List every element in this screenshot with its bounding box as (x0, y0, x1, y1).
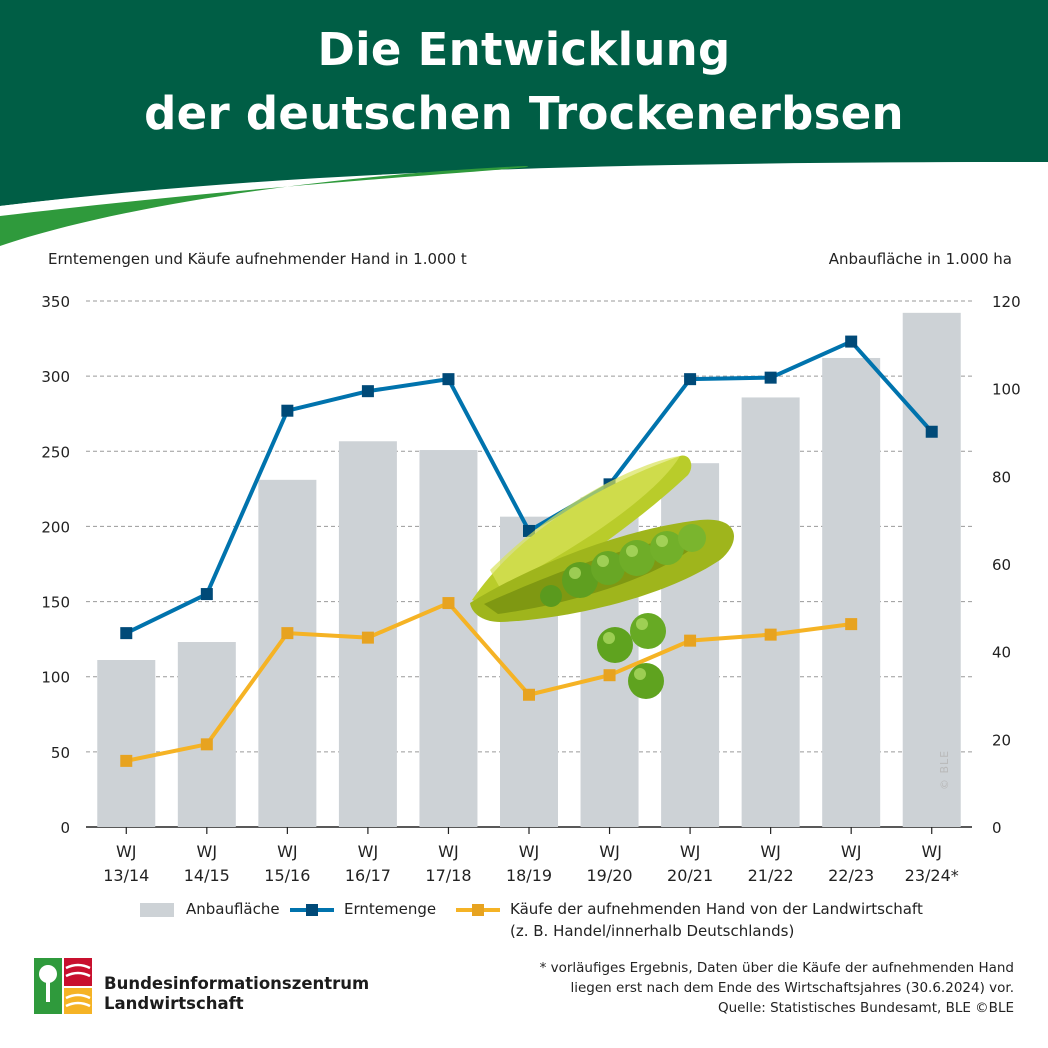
logo-text: Bundesinformationszentrum Landwirtschaft (104, 974, 369, 1014)
chart-canvas: 0 50 100 150 200 250 300 350 0 20 40 60 80 100 120 WJ 1… (41, 293, 1020, 885)
marker-kaeufe (603, 669, 616, 682)
bar-anbauflaeche (419, 450, 478, 827)
marker-erntemenge (120, 627, 133, 640)
marker-kaeufe (684, 634, 697, 647)
marker-erntemenge (200, 588, 213, 601)
logo-line-2: Landwirtschaft (104, 994, 244, 1013)
x-tick-label: 15/16 (264, 866, 310, 885)
y-tick-right: 0 (992, 819, 1002, 837)
marker-erntemenge (845, 335, 858, 348)
y-tick-left: 250 (41, 443, 70, 461)
right-axis-title: Anbaufläche in 1.000 ha (828, 250, 1012, 268)
legend-item-anbauflaeche: Anbaufläche (140, 900, 280, 918)
x-tick-label: WJ (921, 842, 942, 861)
x-tick-label: WJ (680, 842, 701, 861)
y-tick-left: 0 (60, 819, 70, 837)
bar-anbauflaeche (902, 312, 961, 828)
footnote-source: Quelle: Statistisches Bundesamt, BLE ©BL… (717, 1000, 1014, 1016)
page-title: Die Entwicklung der deutschen Trockenerb… (0, 18, 1048, 146)
bars-anbauflaeche (97, 312, 961, 828)
marker-kaeufe (200, 738, 213, 751)
legend-swatch-kaeufe (456, 903, 500, 916)
bar-anbauflaeche (741, 397, 800, 827)
left-axis-title: Erntemengen und Käufe aufnehmender Hand … (48, 250, 467, 268)
legend-label-kaeufe: Käufe der aufnehmenden Hand von der Land… (510, 900, 923, 918)
title-line-1: Die Entwicklung (317, 23, 731, 76)
marker-kaeufe (281, 627, 294, 640)
legend-item-erntemenge: Erntemenge (290, 900, 436, 918)
ble-logo: Bundesinformationszentrum Landwirtschaft (34, 958, 369, 1018)
y-tick-right: 80 (992, 468, 1011, 486)
x-tick-label: 17/18 (425, 866, 471, 885)
marker-kaeufe (361, 631, 374, 644)
x-tick-label: 19/20 (586, 866, 632, 885)
y-tick-left: 50 (51, 744, 70, 762)
x-tick-label: WJ (358, 842, 379, 861)
x-tick-label: WJ (519, 842, 540, 861)
marker-kaeufe (764, 628, 777, 641)
legend-label-kaeufe-line2: (z. B. Handel/innerhalb Deutschlands) (510, 922, 795, 940)
legend-label-anbauflaeche: Anbaufläche (186, 900, 280, 918)
x-tick-label: WJ (760, 842, 781, 861)
legend-label-erntemenge: Erntemenge (344, 900, 437, 918)
logo-emblem-icon (34, 958, 92, 1014)
line-kaeufe (125, 601, 852, 763)
x-tick-label: WJ (438, 842, 459, 861)
y-tick-left: 350 (41, 293, 70, 311)
marker-erntemenge (442, 373, 455, 386)
y-tick-right: 60 (992, 556, 1011, 574)
marker-kaeufe (523, 688, 535, 701)
x-tick-label: 22/23 (828, 866, 874, 885)
legend-swatch-bar (140, 902, 174, 917)
x-axis-labels: WJ 13/14 WJ 14/15 WJ 15/16 WJ 16/17 WJ 17/18 WJ 18/… (103, 827, 959, 885)
x-tick-label: 16/17 (345, 866, 391, 885)
legend-swatch-erntemenge (290, 903, 334, 916)
bar-anbauflaeche (177, 642, 236, 827)
title-line-2: der deutschen Trockenerbsen (144, 87, 904, 140)
marker-erntemenge (925, 425, 938, 438)
bar-anbauflaeche (822, 357, 881, 827)
x-tick-label: 18/19 (506, 866, 552, 885)
footnote-line-2: liegen erst nach dem Ende des Wirtschaft… (570, 980, 1015, 996)
x-tick-label: WJ (599, 842, 620, 861)
logo-line-1: Bundesinformationszentrum (104, 974, 370, 993)
marker-erntemenge (764, 371, 777, 384)
pea-pod-illustration (470, 455, 734, 699)
bar-anbauflaeche (258, 479, 317, 827)
marker-erntemenge (281, 404, 294, 417)
footnote: * vorläufiges Ergebnis, Daten über die K… (454, 958, 1014, 1018)
series-lines (120, 335, 938, 767)
x-tick-label: 14/15 (184, 866, 230, 885)
y-tick-right: 40 (992, 644, 1011, 662)
legend-item-kaeufe: Käufe der aufnehmenden Hand von der Land… (456, 900, 923, 918)
marker-kaeufe (442, 597, 455, 610)
marker-kaeufe (845, 618, 858, 631)
axis-ticks: 0 50 100 150 200 250 300 350 0 20 40 60 80 100 120 (41, 293, 1020, 837)
y-tick-right: 120 (992, 293, 1021, 311)
y-tick-right: 100 (992, 381, 1021, 399)
copyright-watermark: © BLE (938, 749, 951, 790)
x-tick-label: 13/14 (103, 866, 149, 885)
marker-erntemenge (361, 385, 374, 398)
marker-kaeufe (120, 754, 133, 767)
header-banner: Die Entwicklung der deutschen Trockenerb… (0, 0, 1048, 250)
y-tick-left: 100 (41, 669, 70, 687)
y-tick-left: 200 (41, 518, 70, 536)
marker-erntemenge (684, 373, 697, 386)
y-tick-left: 300 (41, 368, 70, 386)
x-tick-label: WJ (277, 842, 298, 861)
footnote-line-1: * vorläufiges Ergebnis, Daten über die K… (539, 960, 1014, 976)
x-tick-label: WJ (197, 842, 218, 861)
y-tick-right: 20 (992, 731, 1011, 749)
bar-anbauflaeche (97, 659, 156, 827)
x-tick-label: WJ (116, 842, 137, 861)
x-tick-label: 23/24* (905, 866, 959, 885)
x-tick-label: WJ (841, 842, 862, 861)
x-tick-label: 21/22 (748, 866, 794, 885)
x-tick-label: 20/21 (667, 866, 713, 885)
y-tick-left: 150 (41, 594, 70, 612)
header-background (0, 0, 1048, 246)
